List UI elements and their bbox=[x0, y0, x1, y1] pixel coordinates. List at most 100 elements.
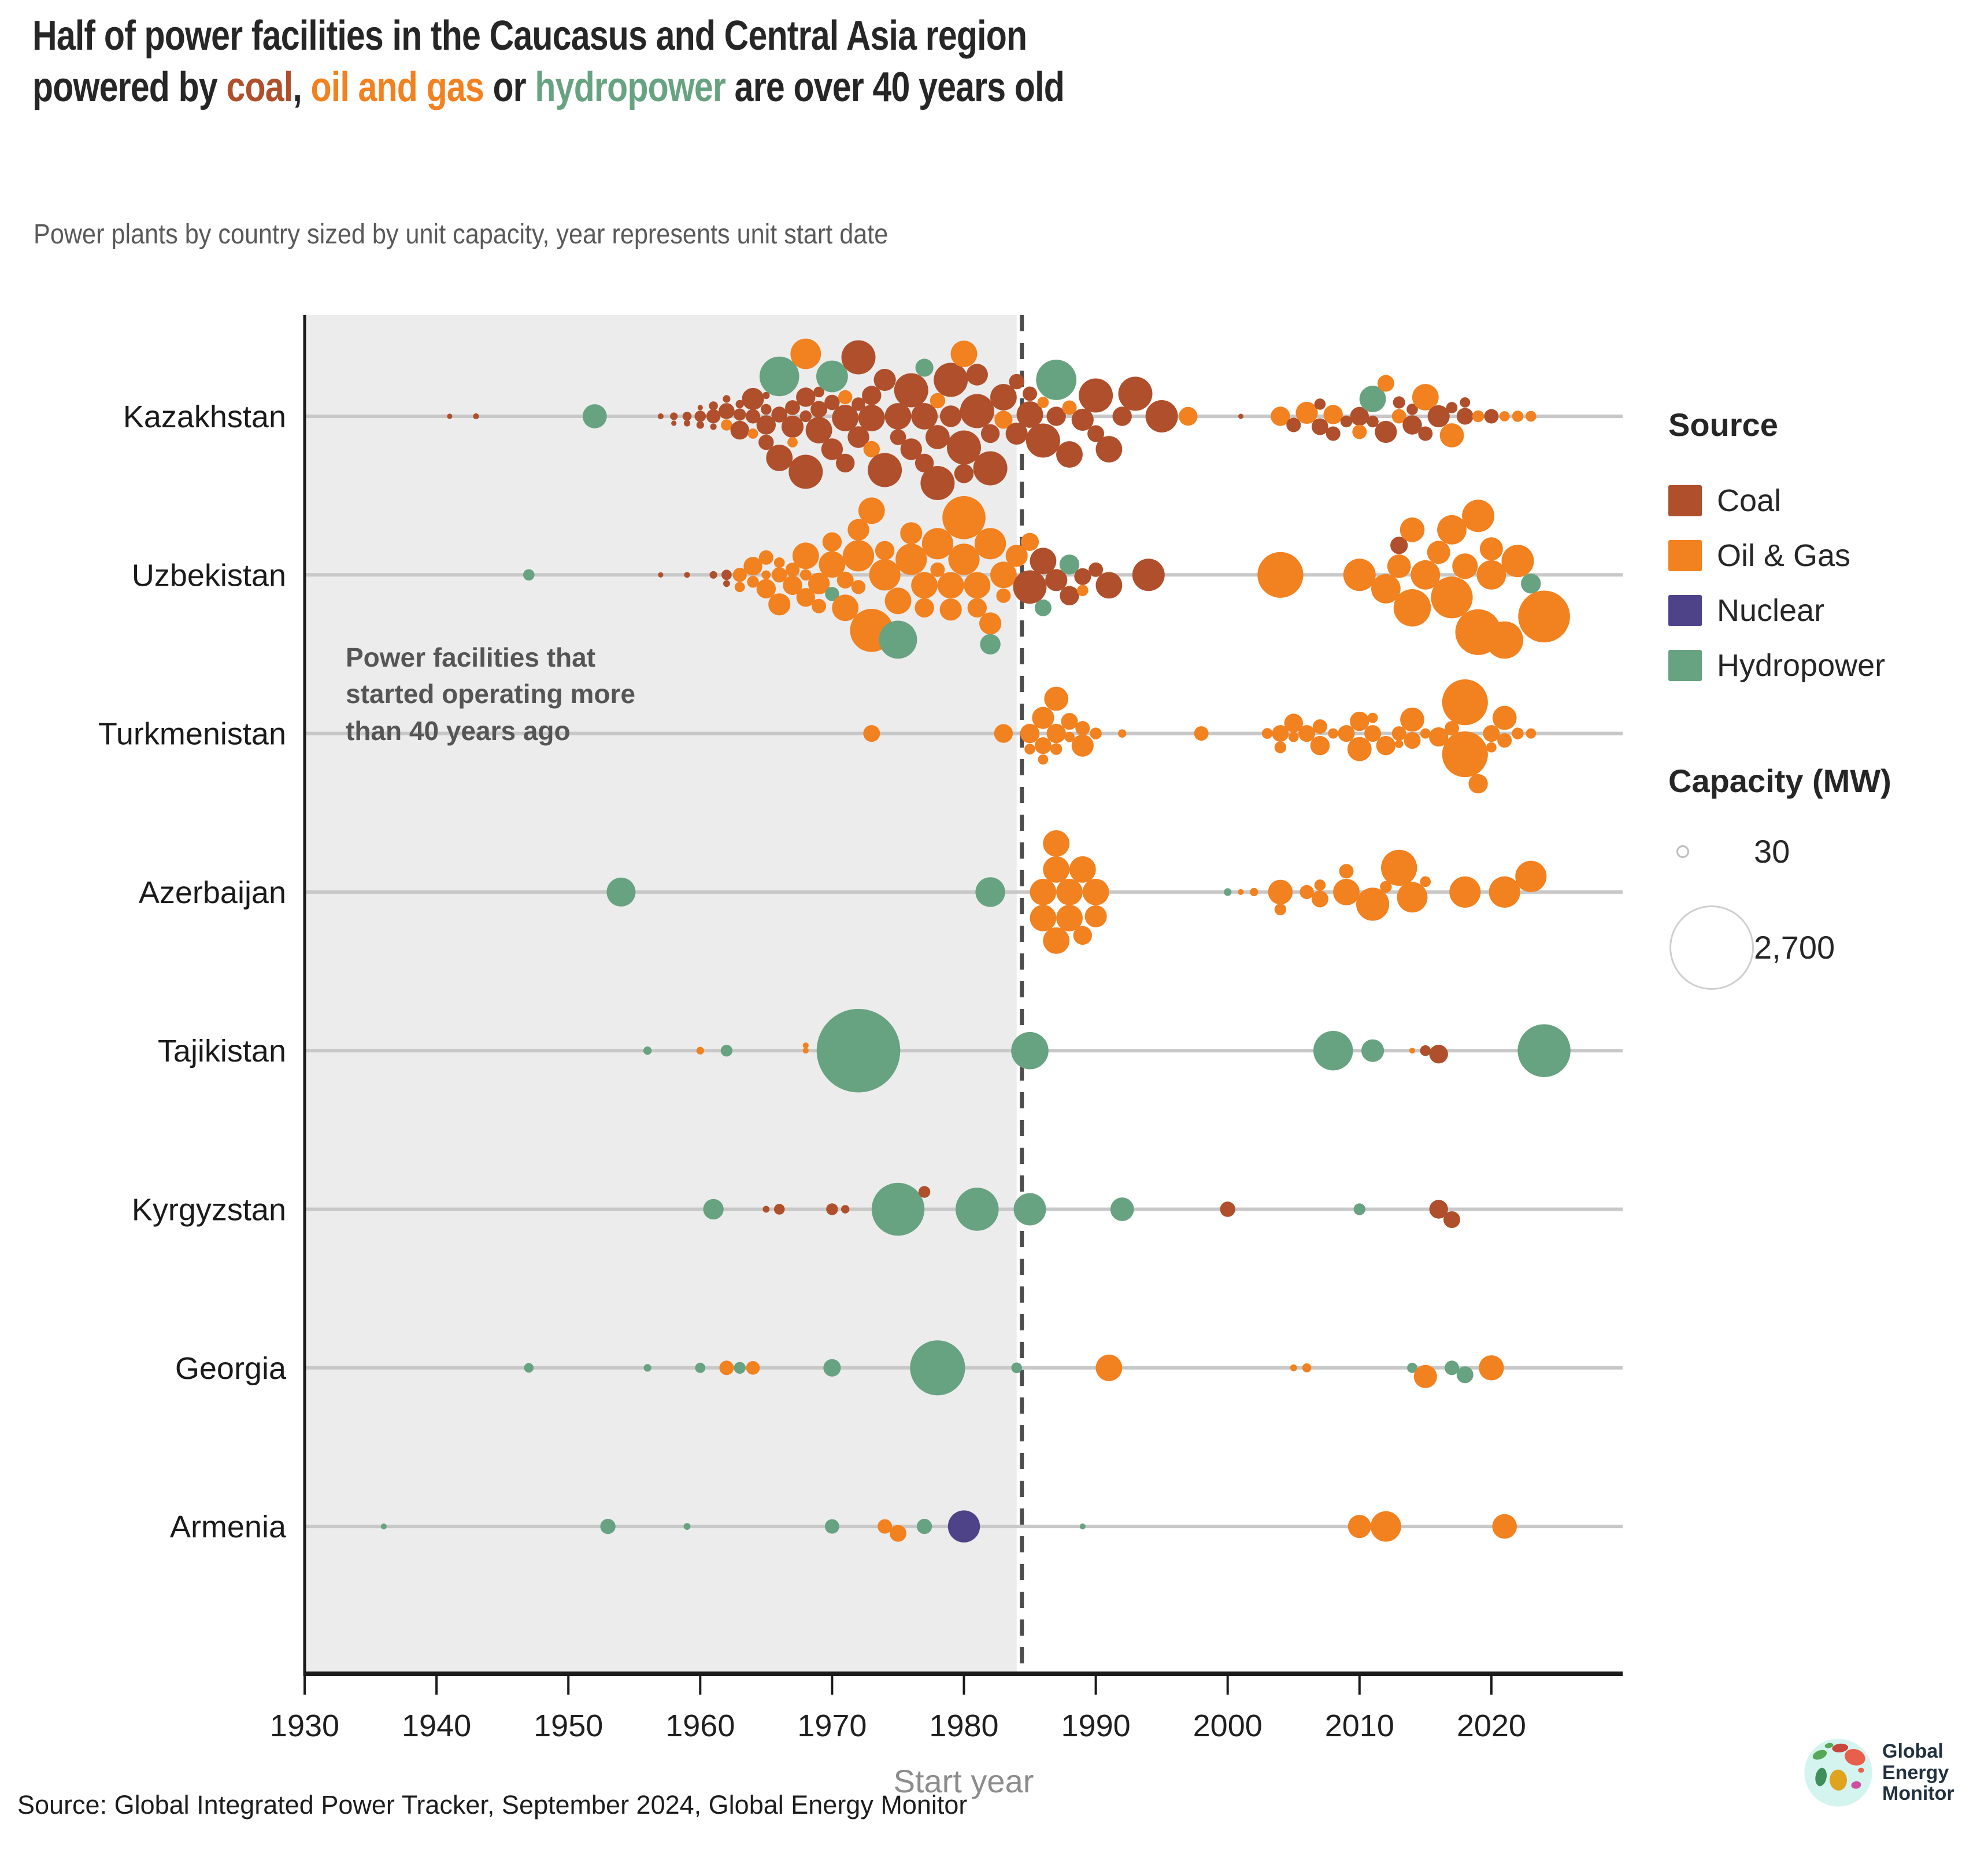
plant-bubble-kazakhstan bbox=[1036, 360, 1077, 400]
annotation-line: started operating more bbox=[346, 679, 635, 709]
plant-bubble-armenia bbox=[600, 1518, 616, 1534]
plant-bubble-uzbekistan bbox=[1390, 537, 1408, 554]
plant-bubble-kazakhstan bbox=[915, 358, 934, 377]
plant-bubble-uzbekistan bbox=[1059, 554, 1080, 575]
plant-bubble-georgia bbox=[524, 1363, 534, 1373]
plant-bubble-kazakhstan bbox=[759, 356, 799, 397]
title-segment: , bbox=[293, 64, 311, 111]
plant-bubble-kazakhstan bbox=[1439, 423, 1464, 448]
plant-bubble-kazakhstan bbox=[805, 417, 832, 443]
gem-logo-text-line: Global bbox=[1882, 1740, 1943, 1762]
x-axis-tick-label: 2020 bbox=[1457, 1709, 1526, 1743]
plant-bubble-turkmenistan bbox=[1338, 725, 1355, 742]
plant-bubble-uzbekistan bbox=[808, 572, 830, 594]
plant-bubble-kazakhstan bbox=[1295, 401, 1318, 424]
plant-bubble-kazakhstan bbox=[1005, 422, 1028, 445]
plant-bubble-kazakhstan bbox=[746, 409, 760, 424]
plant-bubble-uzbekistan bbox=[911, 572, 938, 599]
legend-label-oil_gas: Oil & Gas bbox=[1717, 538, 1851, 573]
plant-bubble-kazakhstan bbox=[710, 423, 717, 430]
plant-bubble-kyrgyzstan bbox=[841, 1205, 850, 1214]
plant-bubble-turkmenistan bbox=[1310, 735, 1330, 756]
plant-bubble-turkmenistan bbox=[1376, 735, 1396, 756]
plant-bubble-kyrgyzstan bbox=[1353, 1203, 1365, 1215]
plant-bubble-kazakhstan bbox=[1446, 402, 1458, 413]
plant-bubble-uzbekistan bbox=[1501, 545, 1534, 578]
plant-bubble-kazakhstan bbox=[852, 397, 865, 411]
plant-bubble-azerbaijan bbox=[1084, 905, 1107, 927]
page-title-text: Half of power facilities in the Caucasus… bbox=[32, 10, 1341, 114]
plant-bubble-uzbekistan bbox=[1045, 569, 1068, 591]
plant-bubble-kazakhstan bbox=[980, 424, 1000, 443]
plant-bubble-tajikistan bbox=[802, 1042, 809, 1049]
plant-bubble-uzbekistan bbox=[832, 594, 859, 622]
plant-bubble-kazakhstan bbox=[813, 386, 824, 398]
plant-bubble-turkmenistan bbox=[1090, 727, 1102, 739]
plant-bubble-uzbekistan bbox=[1387, 554, 1411, 578]
plant-bubble-kazakhstan bbox=[930, 393, 946, 409]
plant-bubble-uzbekistan bbox=[709, 571, 717, 579]
plant-bubble-kazakhstan bbox=[734, 408, 746, 421]
legend-item-nuclear: Nuclear bbox=[1668, 583, 1885, 638]
plant-bubble-uzbekistan bbox=[937, 572, 964, 599]
plant-bubble-uzbekistan bbox=[734, 582, 745, 593]
plant-bubble-kyrgyzstan bbox=[956, 1188, 999, 1231]
plant-bubble-azerbaijan bbox=[1224, 888, 1232, 896]
plant-bubble-kazakhstan bbox=[1340, 415, 1353, 428]
plant-bubble-kazakhstan bbox=[1499, 411, 1510, 421]
plant-bubble-kazakhstan bbox=[836, 453, 855, 473]
plant-bubble-kazakhstan bbox=[915, 453, 934, 473]
plant-bubble-kyrgyzstan bbox=[1013, 1193, 1046, 1226]
title-segment: Half of power facilities in the Caucasus… bbox=[32, 13, 1027, 111]
plant-bubble-kazakhstan bbox=[1406, 404, 1418, 415]
plant-bubble-kazakhstan bbox=[940, 405, 962, 427]
plant-bubble-kyrgyzstan bbox=[773, 1204, 785, 1215]
annotation-line: than 40 years ago bbox=[346, 715, 571, 746]
plant-bubble-azerbaijan bbox=[1380, 881, 1392, 893]
plant-bubble-turkmenistan bbox=[1486, 742, 1497, 753]
title-segment: hydropower bbox=[535, 64, 726, 111]
plant-bubble-turkmenistan bbox=[1512, 727, 1524, 739]
plant-bubble-uzbekistan bbox=[900, 522, 923, 545]
plant-bubble-kazakhstan bbox=[920, 466, 955, 500]
plant-bubble-georgia bbox=[1407, 1362, 1417, 1373]
plant-bubble-uzbekistan bbox=[915, 598, 934, 617]
country-label-georgia: Georgia bbox=[175, 1351, 287, 1386]
plant-bubble-kazakhstan bbox=[447, 413, 453, 419]
plant-bubble-turkmenistan bbox=[863, 725, 880, 742]
plant-bubble-turkmenistan bbox=[1442, 679, 1488, 726]
plant-bubble-tajikistan bbox=[720, 1045, 733, 1057]
plant-bubble-uzbekistan bbox=[1077, 585, 1089, 597]
plant-bubble-azerbaijan bbox=[606, 877, 636, 907]
plant-bubble-turkmenistan bbox=[1350, 711, 1369, 731]
x-axis-tick-label: 1960 bbox=[665, 1709, 735, 1743]
plant-bubble-armenia bbox=[380, 1523, 387, 1530]
chart-subtitle: Power plants by country sized by unit ca… bbox=[34, 219, 889, 250]
plant-bubble-kazakhstan bbox=[1512, 411, 1524, 422]
capacity-small-circle-icon bbox=[1676, 845, 1689, 858]
plant-bubble-turkmenistan bbox=[1442, 731, 1488, 778]
x-axis-tick-label: 1990 bbox=[1061, 1709, 1131, 1743]
plant-bubble-kazakhstan bbox=[1323, 405, 1343, 424]
plant-bubble-uzbekistan bbox=[819, 551, 846, 578]
plant-bubble-georgia bbox=[910, 1340, 965, 1396]
plant-bubble-turkmenistan bbox=[1429, 727, 1449, 747]
plant-bubble-uzbekistan bbox=[964, 572, 991, 599]
legend-swatch-oil_gas bbox=[1668, 539, 1702, 571]
annotation-line: Power facilities that bbox=[346, 642, 596, 672]
plant-bubble-kazakhstan bbox=[582, 404, 607, 428]
plant-bubble-kazakhstan bbox=[884, 403, 912, 430]
plant-bubble-azerbaijan bbox=[1339, 864, 1354, 879]
plant-bubble-kazakhstan bbox=[473, 413, 479, 420]
plant-bubble-kazakhstan bbox=[890, 429, 906, 445]
plant-bubble-armenia bbox=[824, 1519, 839, 1534]
plant-bubble-azerbaijan bbox=[1333, 879, 1360, 905]
plant-bubble-kazakhstan bbox=[1412, 384, 1439, 411]
x-axis-tick-label: 2010 bbox=[1325, 1709, 1394, 1743]
legend-swatch-nuclear bbox=[1668, 594, 1702, 626]
plant-bubble-kazakhstan bbox=[810, 401, 828, 418]
plant-bubble-kazakhstan bbox=[771, 406, 787, 423]
plant-bubble-armenia bbox=[947, 1510, 980, 1543]
gem-logo-text: Global Energy Monitor bbox=[1882, 1741, 1954, 1804]
